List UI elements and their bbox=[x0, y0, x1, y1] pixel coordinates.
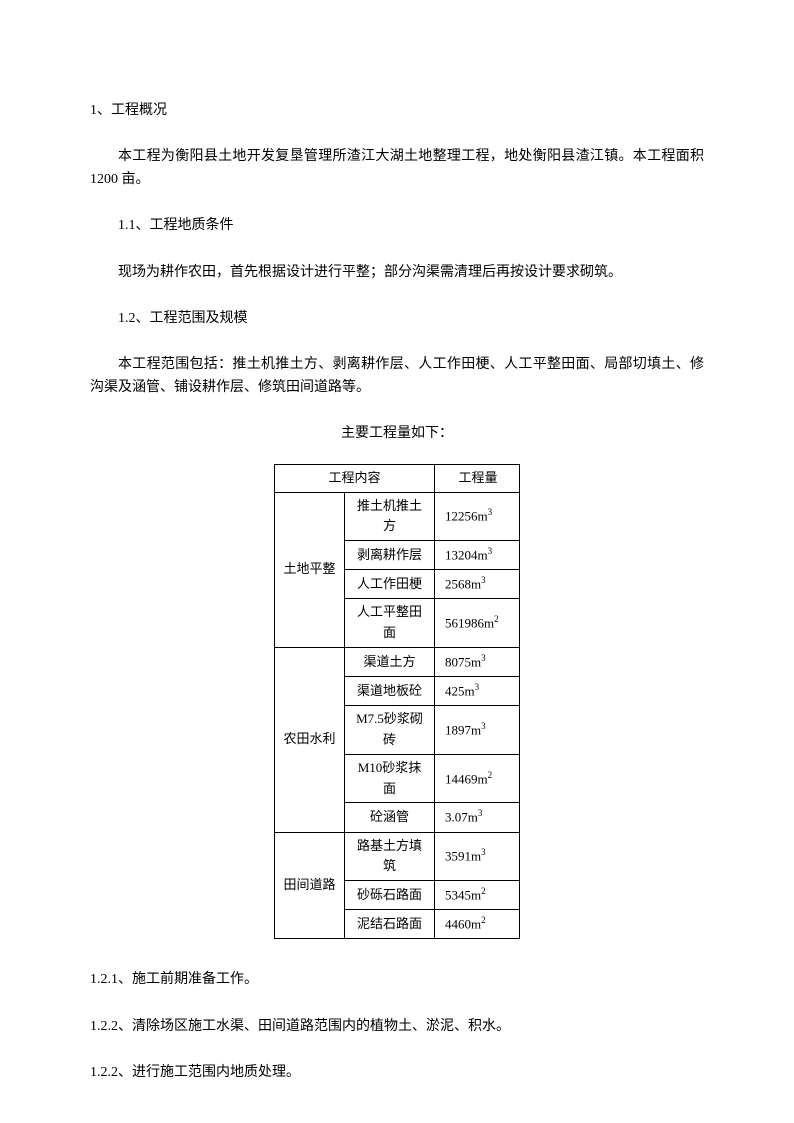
table-cell-quantity: 3591m3 bbox=[435, 832, 520, 881]
table-cell-quantity: 13204m3 bbox=[435, 541, 520, 570]
table-cell-quantity: 425m3 bbox=[435, 677, 520, 706]
table-cell-content: 路基土方填筑 bbox=[345, 832, 435, 881]
table-row: 田间道路路基土方填筑3591m3 bbox=[275, 832, 520, 881]
table-cell-content: M10砂浆抹面 bbox=[345, 754, 435, 803]
table-cell-quantity: 8075m3 bbox=[435, 647, 520, 676]
table-cell-content: 人工作田梗 bbox=[345, 570, 435, 599]
table-cell-content: 砂砾石路面 bbox=[345, 881, 435, 910]
table-wrapper: 工程内容 工程量 土地平整推土机推土方12256m3剥离耕作层13204m3人工… bbox=[90, 464, 704, 940]
table-cell-quantity: 561986m2 bbox=[435, 599, 520, 648]
table-cell-quantity: 14469m2 bbox=[435, 754, 520, 803]
paragraph-geology: 现场为耕作农田，首先根据设计进行平整；部分沟渠需清理后再按设计要求砌筑。 bbox=[90, 262, 704, 284]
table-header-row: 工程内容 工程量 bbox=[275, 464, 520, 492]
heading-1-2: 1.2、工程范围及规模 bbox=[90, 308, 704, 330]
table-cell-content: 剥离耕作层 bbox=[345, 541, 435, 570]
list-item-3: 1.2.2、进行施工范围内地质处理。 bbox=[90, 1062, 704, 1084]
table-cell-content: 推土机推土方 bbox=[345, 492, 435, 541]
table-cell-quantity: 12256m3 bbox=[435, 492, 520, 541]
heading-1-1: 1.1、工程地质条件 bbox=[90, 215, 704, 237]
table-cell-quantity: 1897m3 bbox=[435, 706, 520, 755]
list-item-2: 1.2.2、清除场区施工水渠、田间道路范围内的植物土、淤泥、积水。 bbox=[90, 1016, 704, 1038]
table-cell-category: 土地平整 bbox=[275, 492, 345, 647]
table-title: 主要工程量如下： bbox=[90, 423, 704, 445]
table-cell-content: 渠道土方 bbox=[345, 647, 435, 676]
quantities-table: 工程内容 工程量 土地平整推土机推土方12256m3剥离耕作层13204m3人工… bbox=[274, 464, 520, 940]
table-cell-quantity: 3.07m3 bbox=[435, 803, 520, 832]
table-cell-category: 田间道路 bbox=[275, 832, 345, 939]
table-cell-content: 泥结石路面 bbox=[345, 910, 435, 939]
table-header-quantity: 工程量 bbox=[435, 464, 520, 492]
table-cell-quantity: 2568m3 bbox=[435, 570, 520, 599]
table-cell-content: 砼涵管 bbox=[345, 803, 435, 832]
table-cell-category: 农田水利 bbox=[275, 647, 345, 832]
table-row: 土地平整推土机推土方12256m3 bbox=[275, 492, 520, 541]
paragraph-overview: 本工程为衡阳县土地开发复垦管理所渣江大湖土地整理工程，地处衡阳县渣江镇。本工程面… bbox=[90, 146, 704, 191]
table-cell-quantity: 4460m2 bbox=[435, 910, 520, 939]
table-cell-content: 渠道地板砼 bbox=[345, 677, 435, 706]
table-row: 农田水利渠道土方8075m3 bbox=[275, 647, 520, 676]
paragraph-scope: 本工程范围包括：推土机推土方、剥离耕作层、人工作田梗、人工平整田面、局部切填土、… bbox=[90, 354, 704, 399]
list-item-1: 1.2.1、施工前期准备工作。 bbox=[90, 969, 704, 991]
table-cell-content: 人工平整田面 bbox=[345, 599, 435, 648]
table-header-content: 工程内容 bbox=[275, 464, 435, 492]
table-cell-content: M7.5砂浆砌砖 bbox=[345, 706, 435, 755]
heading-1: 1、工程概况 bbox=[90, 100, 704, 122]
table-cell-quantity: 5345m2 bbox=[435, 881, 520, 910]
